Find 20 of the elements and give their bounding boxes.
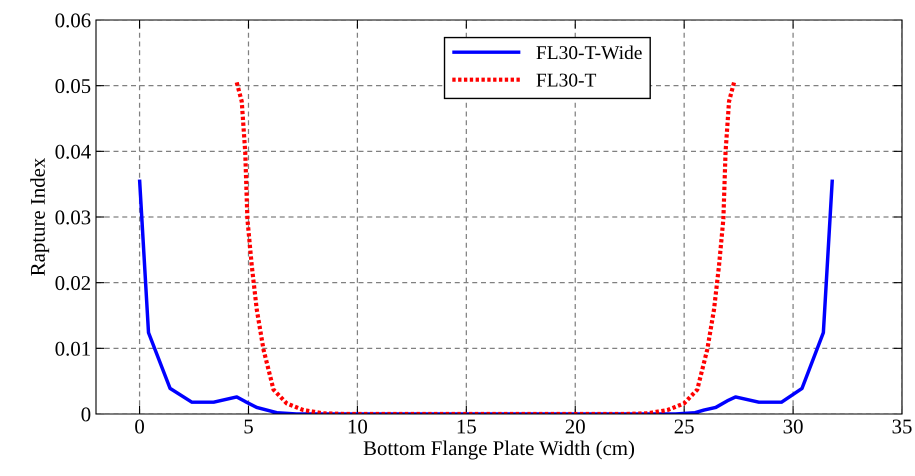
y-tick-label: 0.02 [55, 276, 90, 290]
y-tick-label: 0.03 [55, 210, 90, 225]
legend-label: FL30-T [536, 74, 596, 87]
legend-label: FL30-T-Wide [536, 46, 642, 60]
line-series [138, 178, 834, 414]
x-axis-title: Bottom Flange Plate Width (cm) [364, 440, 634, 460]
x-tick-label: 35 [892, 420, 912, 434]
x-tick-label: 20 [566, 419, 585, 434]
x-tick-label: 5 [244, 420, 253, 434]
y-tick-label: 0.05 [55, 79, 90, 94]
y-tick-label: 0 [82, 407, 90, 422]
x-tick-label: 10 [348, 419, 368, 434]
x-tick-label: 30 [784, 419, 803, 434]
x-tick-label: 25 [674, 420, 694, 434]
x-tick-label: 15 [458, 420, 476, 434]
y-axis-title: Rapture Index [30, 158, 50, 276]
x-tick-label: 0 [135, 419, 144, 434]
y-tick-label: 0.04 [55, 144, 91, 159]
y-tick-label: 0.06 [55, 13, 91, 28]
y-tick-label: 0.01 [55, 342, 90, 356]
